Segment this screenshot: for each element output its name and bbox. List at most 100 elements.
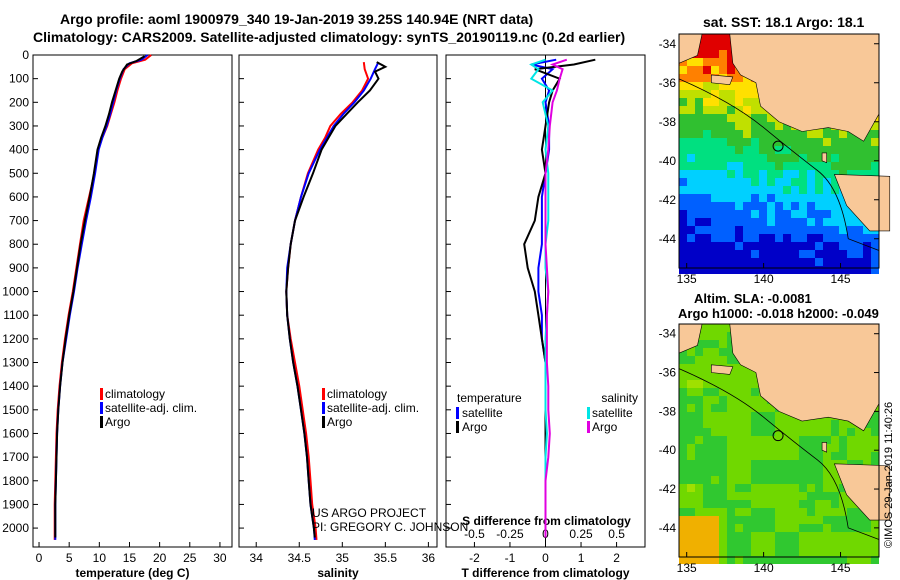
map-sla-cell [831, 420, 839, 428]
map-sst-cell [759, 114, 767, 122]
map-sst-cell [711, 202, 719, 210]
map-sst-cell [751, 82, 759, 90]
depth-tick-label: 400 [9, 143, 29, 157]
map-sst-cell [791, 130, 799, 138]
map-sst-cell [815, 258, 823, 266]
map-sla-cell [719, 468, 727, 476]
map-sst-cell [751, 162, 759, 170]
map-sst-cell [743, 114, 751, 122]
map-sst-cell [775, 186, 783, 194]
map-sst-cell [703, 74, 711, 82]
map-sla-cell [815, 436, 823, 444]
map-sst-cell [687, 234, 695, 242]
map-sst-cell [679, 194, 687, 202]
temp-series-line [53, 54, 152, 540]
map-sla-cell [679, 452, 687, 460]
map-sla-cell [759, 468, 767, 476]
map-sla-cell [719, 412, 727, 420]
map-sst-cell [839, 266, 847, 274]
map-sla-cell [727, 428, 735, 436]
map-sst-cell [759, 106, 767, 114]
map-sla-cell [743, 532, 751, 540]
map-sla-cell [695, 492, 703, 500]
map-sla-cell [719, 476, 727, 484]
map-sla-cell [855, 540, 863, 548]
map-sla-cell [727, 492, 735, 500]
map-sla-cell [735, 372, 743, 380]
map-sst-cell [687, 194, 695, 202]
map-sla-cell [727, 460, 735, 468]
map-sla-cell [775, 524, 783, 532]
map-sst-cell [775, 194, 783, 202]
map-sst-cell [759, 170, 767, 178]
map-sla-cell [831, 516, 839, 524]
map-sst-cell [703, 234, 711, 242]
map-sst-ytick-label: -42 [659, 193, 677, 207]
map-sst-cell [863, 250, 871, 258]
map-sla-cell [863, 556, 871, 564]
map-sla-cell [727, 380, 735, 388]
map-sst-cell [823, 178, 831, 186]
map-sla-cell [775, 444, 783, 452]
map-sst-cell [775, 138, 783, 146]
temp-axis-label: temperature (deg C) [75, 566, 189, 580]
map-sla-cell [719, 540, 727, 548]
map-sst-cell [719, 202, 727, 210]
map-sla-cell [767, 420, 775, 428]
diff-xtick-label: 1 [578, 551, 585, 565]
map-sst-cell [695, 266, 703, 274]
map-sst-cell [727, 218, 735, 226]
map-sst-land-king-island [821, 152, 827, 164]
sdiff-axis-label: S difference from climatology [462, 514, 631, 528]
map-sst-cell [871, 154, 879, 162]
map-sst-cell [695, 90, 703, 98]
map-sla-cell [775, 492, 783, 500]
map-sla-cell [743, 492, 751, 500]
map-sst-cell [735, 74, 743, 82]
map-sst-cell [695, 250, 703, 258]
map-sst-cell [855, 226, 863, 234]
map-sla-cell [695, 372, 703, 380]
map-sla-cell [679, 444, 687, 452]
map-sla-cell [743, 388, 751, 396]
map-sst-cell [727, 242, 735, 250]
map-sst-cell [751, 242, 759, 250]
map-sst-cell [735, 162, 743, 170]
map-sla-cell [719, 460, 727, 468]
timestamp: ©IMOS 29-Jan-2019 11:40:26 [883, 402, 895, 548]
map-sst-cell [767, 162, 775, 170]
map-sla-cell [791, 532, 799, 540]
sal-series-line [285, 61, 388, 538]
map-sst-cell [839, 146, 847, 154]
map-sst-cell [735, 130, 743, 138]
map-sla-cell [839, 556, 847, 564]
map-sst-cell [799, 234, 807, 242]
map-sst-cell [711, 250, 719, 258]
map-sst-cell [687, 114, 695, 122]
depth-tick-label: 100 [9, 72, 29, 86]
map-sla-cell [807, 492, 815, 500]
map-sst-cell [727, 266, 735, 274]
map-sst-cell [767, 258, 775, 266]
map-sla-cell [759, 548, 767, 556]
map-sst-cell [687, 218, 695, 226]
map-sst-cell [719, 186, 727, 194]
map-sst-cell [735, 146, 743, 154]
map-sst-cell [711, 210, 719, 218]
map-sst-cell [679, 202, 687, 210]
map-sla-cell [727, 420, 735, 428]
map-sst-ytick-label: -36 [659, 76, 677, 90]
map-sst-cell [863, 162, 871, 170]
map-sst-cell [855, 146, 863, 154]
map-sla-cell [735, 388, 743, 396]
map-sla-cell [679, 548, 687, 556]
map-sst-cell [767, 114, 775, 122]
map-sst-cell [735, 170, 743, 178]
diff-axis-label: T difference from climatology [461, 566, 629, 580]
sal-xtick-label: 34.5 [288, 551, 312, 565]
map-sla-cell [831, 484, 839, 492]
map-sla-cell [831, 468, 839, 476]
map-sla-cell [855, 556, 863, 564]
map-sst-cell [839, 154, 847, 162]
map-sla-cell [847, 556, 855, 564]
